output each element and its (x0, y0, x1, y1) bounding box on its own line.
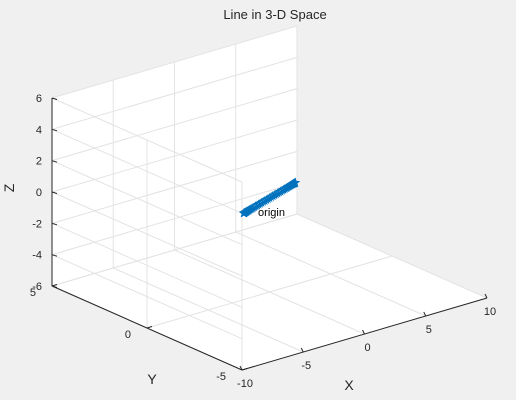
z-tick-label: -2 (32, 218, 42, 230)
chart-title: Line in 3-D Space (223, 7, 326, 22)
z-tick-label: 4 (36, 124, 42, 136)
z-grid-back (51, 56, 298, 130)
y-tick-label: 5 (30, 287, 36, 299)
z-tick-mark (51, 285, 58, 288)
x-tick-label: -10 (237, 378, 253, 390)
y-tick-label: 0 (125, 329, 131, 341)
z-grid-back (51, 119, 298, 193)
x-tick-mark (300, 347, 304, 353)
z-tick-mark (51, 254, 58, 257)
z-tick-mark (51, 160, 58, 163)
z-tick-label: 0 (36, 187, 42, 199)
axes-box (51, 97, 488, 371)
x-tick-mark (362, 329, 365, 335)
z-tick-label: -4 (32, 250, 42, 262)
z-grid-left (51, 254, 243, 340)
y-tick-mark (241, 368, 248, 371)
z-tick-mark (51, 97, 58, 100)
x-tick-label: 10 (484, 306, 496, 318)
z-tick-label: -6 (32, 281, 42, 293)
y-grid-floor (146, 255, 393, 329)
z-grid-back (51, 88, 298, 162)
y-axis-label: Y (147, 371, 157, 387)
y-tick-label: -5 (216, 371, 226, 383)
data-point-marker (290, 177, 300, 187)
z-grid-back (51, 25, 298, 99)
x-tick-label: 5 (426, 324, 432, 336)
z-grid-back (51, 213, 298, 287)
x-tick-mark (484, 293, 488, 299)
z-grid-left (51, 97, 243, 183)
z-tick-label: 6 (36, 93, 42, 105)
x-tick-mark (239, 365, 243, 371)
z-tick-mark (51, 191, 58, 194)
annotation-origin: origin (258, 207, 285, 219)
z-grid-left (51, 222, 243, 308)
z-tick-label: 2 (36, 156, 42, 168)
z-grid-left (51, 160, 243, 246)
x-axis-label: X (344, 377, 354, 393)
x-tick-label: 0 (364, 342, 370, 354)
z-tick-mark (51, 128, 58, 132)
x-tick-label: -5 (301, 360, 311, 372)
z-grid-left (51, 128, 243, 214)
z-axis-label: Z (1, 183, 17, 192)
z-tick-mark (51, 222, 58, 226)
z-grid-left (51, 191, 243, 277)
z-grid-back (51, 150, 298, 224)
y-tick-mark (146, 326, 153, 329)
z-grid-back (51, 182, 298, 256)
x-tick-mark (423, 311, 427, 317)
plot-area (238, 177, 301, 218)
